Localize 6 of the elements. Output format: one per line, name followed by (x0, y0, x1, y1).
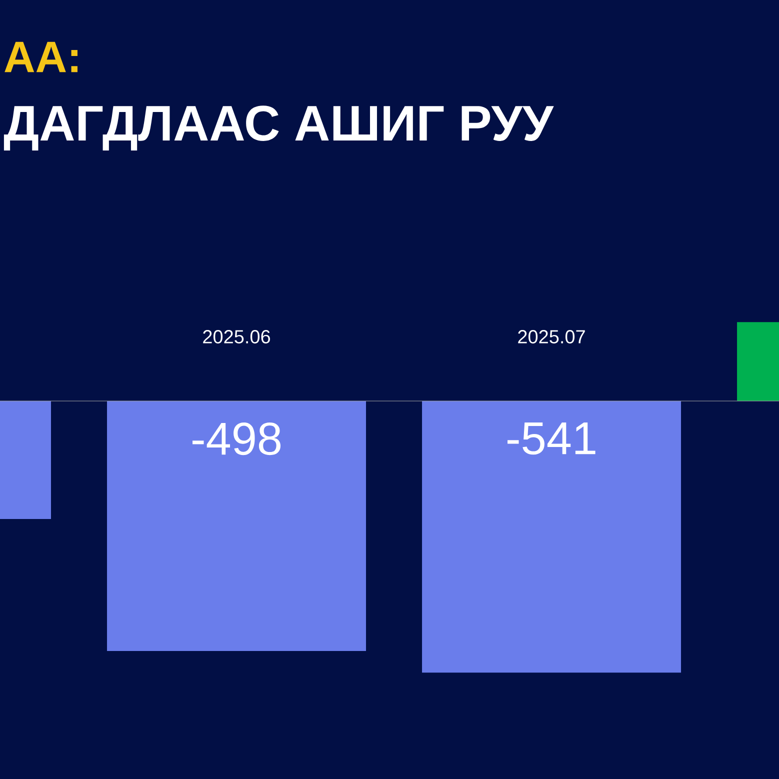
chart-subtitle: ДАГДЛААС АШИГ РУУ (4, 106, 554, 150)
data-label: -498 (192, 422, 281, 456)
x-tick-label: 2025.06 (203, 330, 270, 344)
data-label: -541 (508, 422, 596, 455)
chart-title: АА: (4, 42, 78, 72)
x-tick-label: 2025.07 (518, 330, 585, 344)
